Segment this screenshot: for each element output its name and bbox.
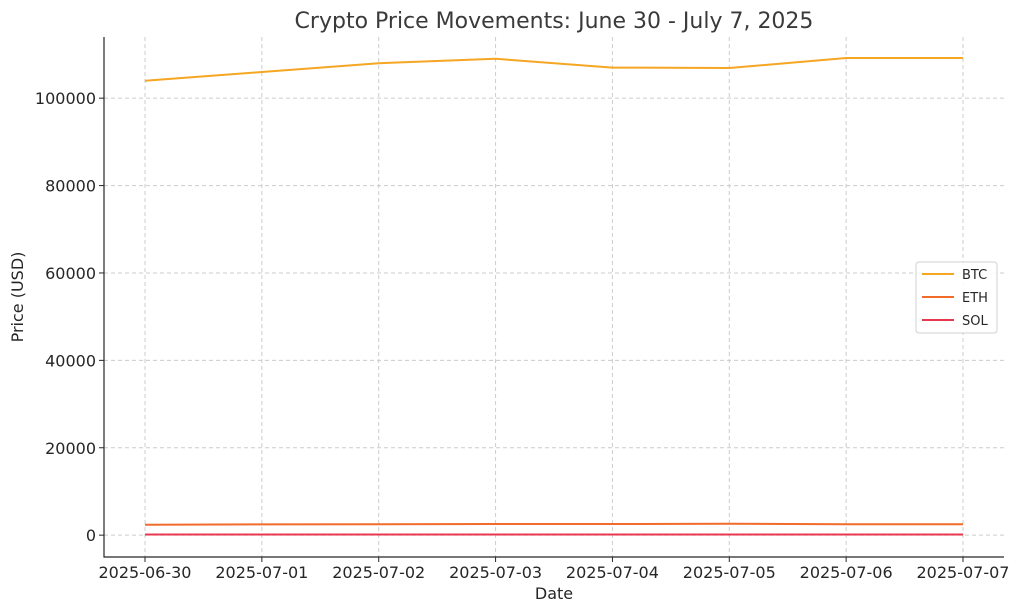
y-tick-label: 20000 xyxy=(45,439,96,458)
grid xyxy=(104,37,1004,557)
y-axis-label: Price (USD) xyxy=(8,252,27,343)
series-lines xyxy=(144,57,963,536)
y-tick-label: 40000 xyxy=(45,351,96,370)
x-tick-label: 2025-07-05 xyxy=(683,563,776,582)
y-tick-label: 80000 xyxy=(45,177,96,196)
x-tick-label: 2025-07-06 xyxy=(800,563,893,582)
x-tick-label: 2025-06-30 xyxy=(99,563,192,582)
x-axis-ticks: 2025-06-30 2025-07-01 2025-07-02 2025-07-03… xyxy=(99,557,1010,582)
series-line-eth xyxy=(144,522,963,526)
legend: BTC ETH SOL xyxy=(915,261,998,334)
axes-spine xyxy=(103,37,1004,558)
legend-label-sol: SOL xyxy=(962,314,988,329)
x-tick-label: 2025-07-04 xyxy=(566,563,659,582)
x-tick-label: 2025-07-07 xyxy=(917,563,1010,582)
x-tick-label: 2025-07-03 xyxy=(449,563,542,582)
legend-label-eth: ETH xyxy=(962,291,988,306)
legend-box xyxy=(915,261,998,334)
y-axis-ticks: 0 20000 40000 60000 80000 100000 xyxy=(35,89,104,545)
legend-label-btc: BTC xyxy=(962,268,987,283)
y-tick-label: 0 xyxy=(86,526,96,545)
x-tick-label: 2025-07-01 xyxy=(215,563,308,582)
series-line-btc xyxy=(144,57,963,82)
x-tick-label: 2025-07-02 xyxy=(332,563,425,582)
y-tick-label: 100000 xyxy=(35,89,96,108)
chart-title: Crypto Price Movements: June 30 - July 7… xyxy=(295,9,814,34)
x-axis-label: Date xyxy=(535,584,573,603)
y-tick-label: 60000 xyxy=(45,264,96,283)
